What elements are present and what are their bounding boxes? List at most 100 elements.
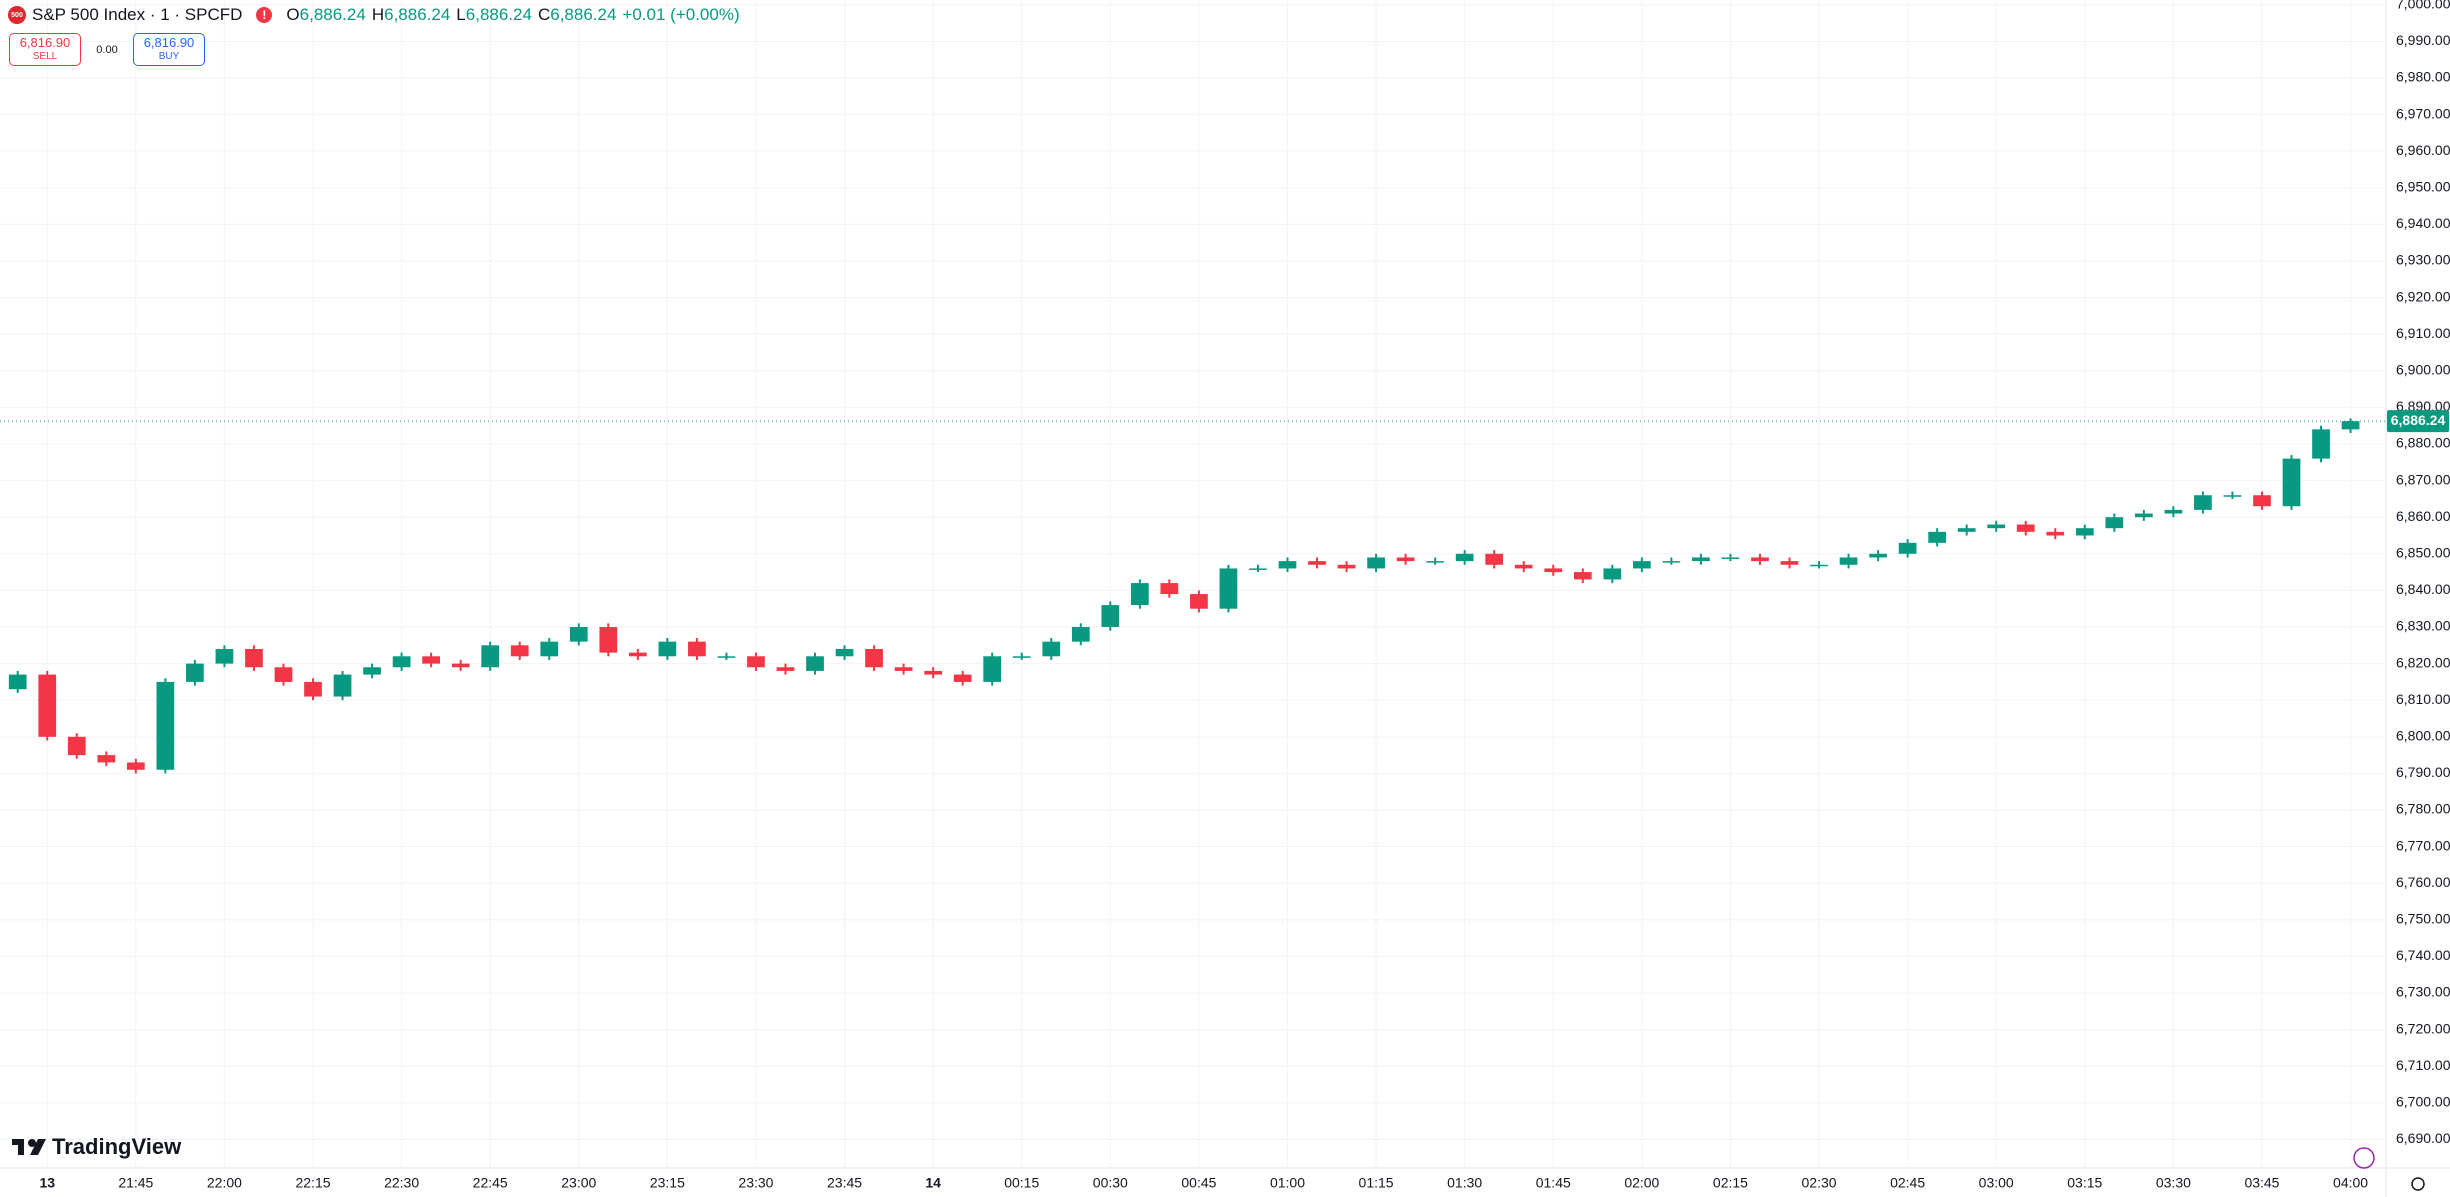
candle-body <box>2253 495 2271 507</box>
candle-body <box>1662 561 1681 563</box>
candle-body <box>333 674 352 697</box>
candle-body <box>8 674 27 690</box>
candle-body <box>67 736 86 756</box>
candle-body <box>451 663 470 668</box>
candle-body <box>983 656 1002 682</box>
candle-body <box>953 674 972 682</box>
y-tick-label: 6,760.00 <box>2396 874 2450 890</box>
y-tick-label: 6,690.00 <box>2396 1130 2450 1146</box>
y-tick-label: 6,940.00 <box>2396 215 2450 231</box>
ohlc-value: 6,886.24 <box>299 5 366 24</box>
candle-body <box>1130 583 1149 606</box>
candle-body <box>688 641 706 657</box>
x-tick-label: 02:30 <box>1802 1175 1837 1191</box>
candle-body <box>776 667 795 671</box>
candle-body <box>1957 528 1976 532</box>
y-tick-label: 6,770.00 <box>2396 837 2450 853</box>
x-tick-label: 22:15 <box>295 1175 330 1191</box>
y-tick-label: 6,790.00 <box>2396 764 2450 780</box>
candle-body <box>245 648 263 668</box>
warning-icon[interactable]: ! <box>256 7 273 23</box>
candle-body <box>1426 561 1445 563</box>
candle-body <box>1071 627 1090 642</box>
settings-icon[interactable] <box>2411 1177 2425 1191</box>
y-tick-label: 6,710.00 <box>2396 1057 2450 1073</box>
x-tick-label: 22:45 <box>473 1175 508 1191</box>
y-tick-label: 6,990.00 <box>2396 32 2450 48</box>
candle-body <box>2341 421 2360 430</box>
brand-icon <box>12 1139 46 1155</box>
candle-body <box>1455 553 1474 562</box>
candle-body <box>2105 517 2124 529</box>
x-tick-label: 01:15 <box>1359 1175 1394 1191</box>
candle-body <box>1810 564 1828 567</box>
candle-body <box>274 667 293 682</box>
candle-body <box>126 762 145 770</box>
y-tick-label: 6,840.00 <box>2396 581 2450 597</box>
x-tick-label: 01:45 <box>1536 1175 1571 1191</box>
candle-body <box>2164 509 2183 514</box>
candle-body <box>1987 524 2006 529</box>
candle-body <box>1219 568 1238 609</box>
symbol-name[interactable]: S&P 500 Index · 1 · SPCFD <box>32 5 243 24</box>
y-tick-label: 6,960.00 <box>2396 142 2450 158</box>
x-tick-label: 03:00 <box>1979 1175 2014 1191</box>
candle-body <box>1603 568 1622 580</box>
candle-body <box>628 652 647 657</box>
y-tick-label: 6,920.00 <box>2396 288 2450 304</box>
x-tick-label: 01:30 <box>1447 1175 1482 1191</box>
candle-body <box>2046 531 2065 536</box>
candle-body <box>2312 429 2330 459</box>
ohlc-label: L <box>456 5 466 24</box>
candle-body <box>1190 594 1208 609</box>
symbol-legend: 500 S&P 500 Index · 1 · SPCFD ! O 6,886.2… <box>8 5 740 25</box>
last-price-tag <box>2387 410 2449 433</box>
y-tick-label: 6,800.00 <box>2396 728 2450 744</box>
brand-name: TradingView <box>52 1134 182 1159</box>
y-tick-label: 6,980.00 <box>2396 69 2450 85</box>
lightning-icon[interactable] <box>2353 1147 2375 1169</box>
candle-body <box>2134 513 2153 518</box>
candle-body <box>1632 561 1651 569</box>
candle-body <box>2016 524 2035 532</box>
candle-body <box>1249 568 1267 570</box>
buy-button[interactable]: 6,816.90 BUY <box>133 33 205 66</box>
y-tick-label: 6,810.00 <box>2396 691 2450 707</box>
x-tick-label: 14 <box>925 1175 941 1191</box>
symbol-logo: 500 <box>8 6 26 24</box>
sell-price: 6,816.90 <box>19 34 71 50</box>
y-tick-label: 6,930.00 <box>2396 252 2450 268</box>
candle-body <box>1780 561 1799 565</box>
candle-body <box>363 667 381 675</box>
x-tick-label: 04:00 <box>2333 1175 2368 1191</box>
x-tick-label: 22:00 <box>207 1175 242 1191</box>
brand-logo[interactable]: TradingView <box>12 1134 181 1160</box>
candle-body <box>1869 553 1887 558</box>
candle-body <box>1278 561 1297 569</box>
change-value: +0.01 (+0.00%) <box>622 5 740 24</box>
candle-body <box>1898 542 1917 554</box>
candle-body <box>865 648 883 668</box>
x-tick-label: 03:15 <box>2067 1175 2102 1191</box>
candle-body <box>835 648 854 657</box>
x-tick-label: 23:30 <box>738 1175 773 1191</box>
sell-button[interactable]: 6,816.90 SELL <box>9 33 81 66</box>
last-price-label: 6,886.24 <box>2391 412 2446 428</box>
buy-label: BUY <box>158 50 180 62</box>
x-tick-label: 22:30 <box>384 1175 419 1191</box>
candle-body <box>747 656 765 668</box>
y-tick-label: 6,700.00 <box>2396 1094 2450 1110</box>
ohlc-value: 6,886.24 <box>550 5 617 24</box>
candle-body <box>1396 557 1415 562</box>
x-tick-label: 00:45 <box>1181 1175 1216 1191</box>
spread: 0.00 <box>96 43 118 56</box>
candle-body <box>2223 495 2242 497</box>
candle-body <box>1160 583 1179 595</box>
y-tick-label: 6,950.00 <box>2396 178 2450 194</box>
ohlc-value: 6,886.24 <box>384 5 451 24</box>
candle-body <box>924 670 942 675</box>
x-tick-label: 02:15 <box>1713 1175 1748 1191</box>
y-tick-label: 6,720.00 <box>2396 1020 2450 1036</box>
ohlc-label: H <box>371 5 385 24</box>
